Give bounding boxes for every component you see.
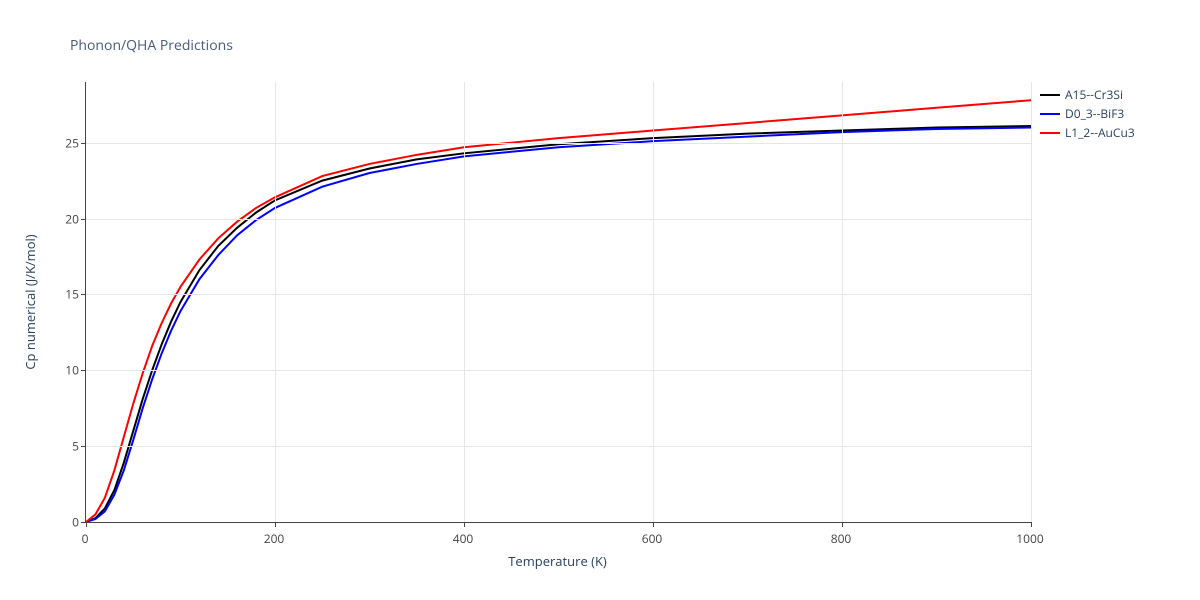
legend-item[interactable]: D0_3--BiF3 — [1040, 105, 1135, 122]
x-tick-mark — [275, 522, 276, 527]
x-tick-label: 600 — [642, 530, 663, 547]
y-tick-mark — [81, 219, 86, 220]
gridline-vertical — [653, 82, 654, 522]
series-line[interactable] — [86, 126, 1031, 522]
legend: A15--Cr3Si D0_3--BiF3 L1_2--AuCu3 — [1040, 86, 1135, 143]
legend-line-swatch — [1040, 132, 1060, 134]
legend-label: D0_3--BiF3 — [1065, 105, 1124, 122]
line-curves — [86, 82, 1031, 522]
x-tick-label: 400 — [453, 530, 474, 547]
legend-item[interactable]: L1_2--AuCu3 — [1040, 124, 1135, 141]
x-tick-label: 0 — [82, 530, 89, 547]
series-line[interactable] — [86, 100, 1031, 522]
gridline-horizontal — [86, 219, 1031, 220]
chart-container: Phonon/QHA Predictions Temperature (K) C… — [0, 0, 1200, 600]
y-tick-label: 10 — [57, 362, 79, 379]
series-line[interactable] — [86, 128, 1031, 522]
chart-title: Phonon/QHA Predictions — [70, 36, 233, 55]
gridline-horizontal — [86, 143, 1031, 144]
gridline-horizontal — [86, 446, 1031, 447]
y-tick-label: 15 — [57, 286, 79, 303]
y-axis-label: Cp numerical (J/K/mol) — [21, 234, 39, 369]
legend-line-swatch — [1040, 94, 1060, 96]
y-tick-mark — [81, 143, 86, 144]
y-tick-mark — [81, 446, 86, 447]
x-tick-mark — [842, 522, 843, 527]
plot-area[interactable] — [85, 82, 1031, 523]
y-tick-mark — [81, 294, 86, 295]
gridline-vertical — [842, 82, 843, 522]
x-tick-mark — [464, 522, 465, 527]
x-tick-label: 200 — [264, 530, 285, 547]
gridline-vertical — [275, 82, 276, 522]
x-tick-mark — [86, 522, 87, 527]
x-tick-mark — [1031, 522, 1032, 527]
legend-line-swatch — [1040, 113, 1060, 115]
legend-label: A15--Cr3Si — [1065, 86, 1123, 103]
x-tick-label: 800 — [831, 530, 852, 547]
gridline-horizontal — [86, 294, 1031, 295]
y-tick-mark — [81, 370, 86, 371]
y-tick-label: 25 — [57, 134, 79, 151]
y-tick-label: 0 — [57, 514, 79, 531]
y-tick-label: 20 — [57, 210, 79, 227]
x-axis-label: Temperature (K) — [508, 552, 607, 570]
legend-item[interactable]: A15--Cr3Si — [1040, 86, 1135, 103]
y-tick-mark — [81, 522, 86, 523]
gridline-horizontal — [86, 370, 1031, 371]
legend-label: L1_2--AuCu3 — [1065, 124, 1135, 141]
gridline-vertical — [464, 82, 465, 522]
x-tick-label: 1000 — [1016, 530, 1043, 547]
x-tick-mark — [653, 522, 654, 527]
gridline-vertical — [1031, 82, 1032, 522]
y-tick-label: 5 — [57, 438, 79, 455]
